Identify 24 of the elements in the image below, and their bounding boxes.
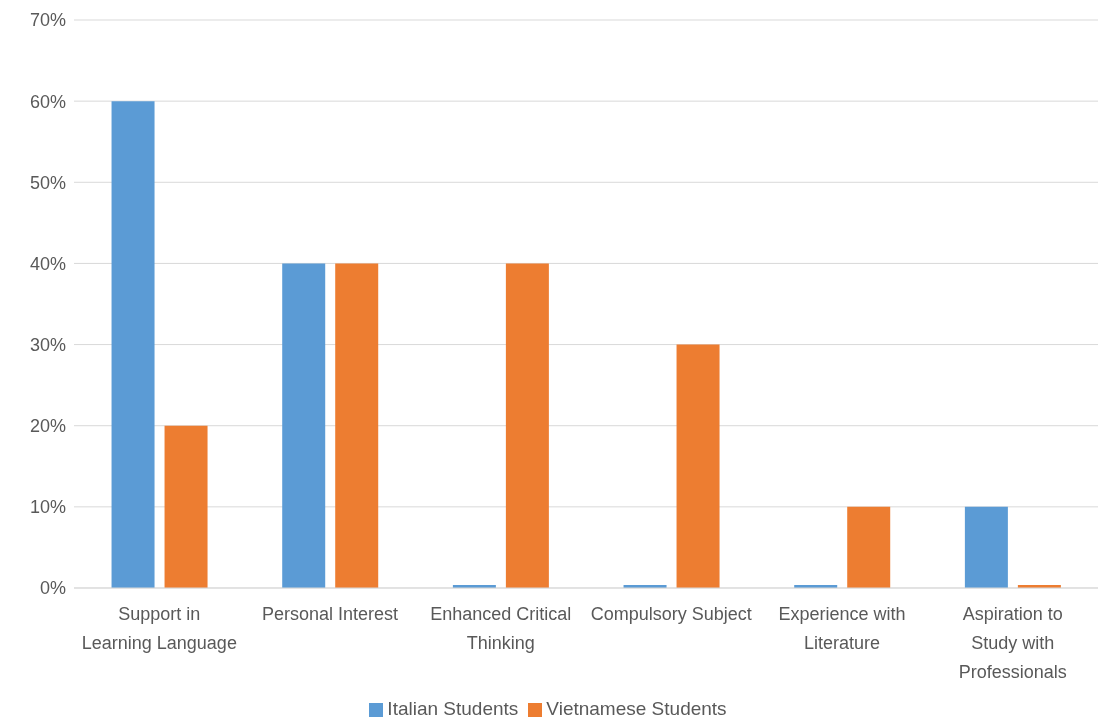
y-tick-label: 50% [29,172,66,193]
x-tick-label: Enhanced Critical Thinking [430,604,572,653]
bar [282,263,326,588]
bar [111,101,155,588]
bar [964,506,1008,588]
x-tick-label: Aspiration to Study with Professionals [958,604,1067,682]
y-tick-label: 40% [29,253,66,274]
y-tick-label: 60% [29,91,66,112]
y-tick-label: 30% [29,334,66,355]
legend-label: Italian Students [387,698,519,719]
bar [505,263,549,588]
bar [335,263,379,588]
x-tick-label: Experience with Literature [778,604,906,653]
y-tick-label: 70% [29,10,66,31]
y-tick-label: 10% [29,497,66,518]
legend-label: Vietnamese Students [546,698,727,719]
y-tick-label: 0% [39,578,66,599]
x-tick-label: Compulsory Subject [590,604,752,624]
x-tick-label: Support in Learning Language [81,604,237,653]
bar [676,344,720,588]
bar [164,425,208,588]
y-tick-label: 20% [29,416,66,437]
x-tick-label: Personal Interest [261,604,399,624]
bar [847,506,891,588]
